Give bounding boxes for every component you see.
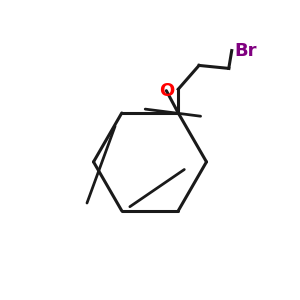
Text: Br: Br [235, 42, 257, 60]
Text: O: O [159, 82, 174, 100]
